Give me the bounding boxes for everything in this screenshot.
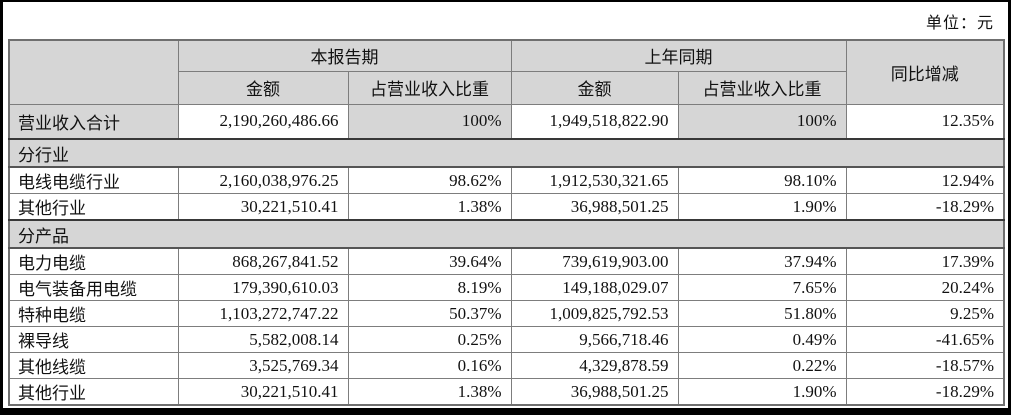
row-label: 营业收入合计 [8, 103, 179, 140]
yoy-change-cell: -18.29% [845, 193, 1005, 221]
share-prior-cell: 37.94% [677, 247, 847, 275]
amount-prior-cell: 149,188,029.07 [510, 274, 679, 301]
amount-prior-cell: 1,912,530,321.65 [510, 166, 679, 194]
row-label: 其他线缆 [8, 352, 179, 379]
share-prior-cell: 1.90% [677, 193, 847, 221]
share-prior-cell: 1.90% [677, 378, 847, 406]
header-yoy-change: 同比增减 [845, 39, 1005, 105]
row-label: 其他行业 [8, 378, 179, 406]
row-label: 裸导线 [8, 326, 179, 353]
yoy-change-cell: 9.25% [845, 300, 1005, 327]
share-prior-cell: 7.65% [677, 274, 847, 301]
amount-current-cell: 1,103,272,747.22 [177, 300, 349, 327]
share-prior-cell: 98.10% [677, 166, 847, 194]
yoy-change-cell: 12.94% [845, 166, 1005, 194]
section-row-by-industry: 分行业 [8, 138, 1005, 168]
share-current-cell: 0.16% [347, 352, 512, 379]
amount-prior-cell: 1,949,518,822.90 [510, 103, 679, 140]
header-prior-period: 上年同期 [510, 39, 847, 72]
amount-current-cell: 179,390,610.03 [177, 274, 349, 301]
revenue-breakdown-table: 本报告期 上年同期 同比增减 金额 占营业收入比重 金额 占营业收入比重 营业收… [8, 39, 1005, 406]
share-current-cell: 1.38% [347, 193, 512, 221]
section-row-by-product: 分产品 [8, 219, 1005, 249]
amount-current-cell: 2,190,260,486.66 [177, 103, 349, 140]
share-prior-cell: 0.22% [677, 352, 847, 379]
amount-prior-cell: 1,009,825,792.53 [510, 300, 679, 327]
header-share-prior: 占营业收入比重 [677, 70, 847, 105]
yoy-change-cell: -18.29% [845, 378, 1005, 406]
amount-prior-cell: 9,566,718.46 [510, 326, 679, 353]
amount-prior-cell: 36,988,501.25 [510, 193, 679, 221]
unit-label: 单位：元 [925, 15, 994, 32]
yoy-change-cell: -18.57% [845, 352, 1005, 379]
amount-current-cell: 2,160,038,976.25 [177, 166, 349, 194]
table-row: 特种电缆 1,103,272,747.22 50.37% 1,009,825,7… [8, 300, 1005, 327]
row-label: 其他行业 [8, 193, 179, 221]
share-current-cell: 100% [347, 103, 512, 140]
yoy-change-cell: -41.65% [845, 326, 1005, 353]
share-prior-cell: 51.80% [677, 300, 847, 327]
header-amount-current: 金额 [177, 70, 349, 105]
share-prior-cell: 100% [677, 103, 847, 140]
share-current-cell: 0.25% [347, 326, 512, 353]
row-label: 特种电缆 [8, 300, 179, 327]
table-row: 裸导线 5,582,008.14 0.25% 9,566,718.46 0.49… [8, 326, 1005, 353]
amount-current-cell: 5,582,008.14 [177, 326, 349, 353]
amount-current-cell: 30,221,510.41 [177, 193, 349, 221]
amount-current-cell: 868,267,841.52 [177, 247, 349, 275]
yoy-change-cell: 17.39% [845, 247, 1005, 275]
header-current-period: 本报告期 [177, 39, 512, 72]
table-row: 电力电缆 868,267,841.52 39.64% 739,619,903.0… [8, 247, 1005, 275]
amount-prior-cell: 36,988,501.25 [510, 378, 679, 406]
table-row: 其他行业 30,221,510.41 1.38% 36,988,501.25 1… [8, 378, 1005, 406]
amount-prior-cell: 4,329,878.59 [510, 352, 679, 379]
amount-prior-cell: 739,619,903.00 [510, 247, 679, 275]
amount-current-cell: 3,525,769.34 [177, 352, 349, 379]
share-current-cell: 98.62% [347, 166, 512, 194]
share-current-cell: 8.19% [347, 274, 512, 301]
header-amount-prior: 金额 [510, 70, 679, 105]
share-prior-cell: 0.49% [677, 326, 847, 353]
row-label: 电力电缆 [8, 247, 179, 275]
row-label: 电气装备用电缆 [8, 274, 179, 301]
section-label: 分行业 [8, 138, 1005, 168]
table-row: 电气装备用电缆 179,390,610.03 8.19% 149,188,029… [8, 274, 1005, 301]
yoy-change-cell: 12.35% [845, 103, 1005, 140]
table-row-total: 营业收入合计 2,190,260,486.66 100% 1,949,518,8… [8, 103, 1005, 140]
share-current-cell: 50.37% [347, 300, 512, 327]
amount-current-cell: 30,221,510.41 [177, 378, 349, 406]
yoy-change-cell: 20.24% [845, 274, 1005, 301]
share-current-cell: 39.64% [347, 247, 512, 275]
corner-cell [8, 39, 179, 105]
table-row: 其他线缆 3,525,769.34 0.16% 4,329,878.59 0.2… [8, 352, 1005, 379]
share-current-cell: 1.38% [347, 378, 512, 406]
table-row: 电线电缆行业 2,160,038,976.25 98.62% 1,912,530… [8, 166, 1005, 194]
table-row: 其他行业 30,221,510.41 1.38% 36,988,501.25 1… [8, 193, 1005, 221]
header-share-current: 占营业收入比重 [347, 70, 512, 105]
row-label: 电线电缆行业 [8, 166, 179, 194]
section-label: 分产品 [8, 219, 1005, 249]
